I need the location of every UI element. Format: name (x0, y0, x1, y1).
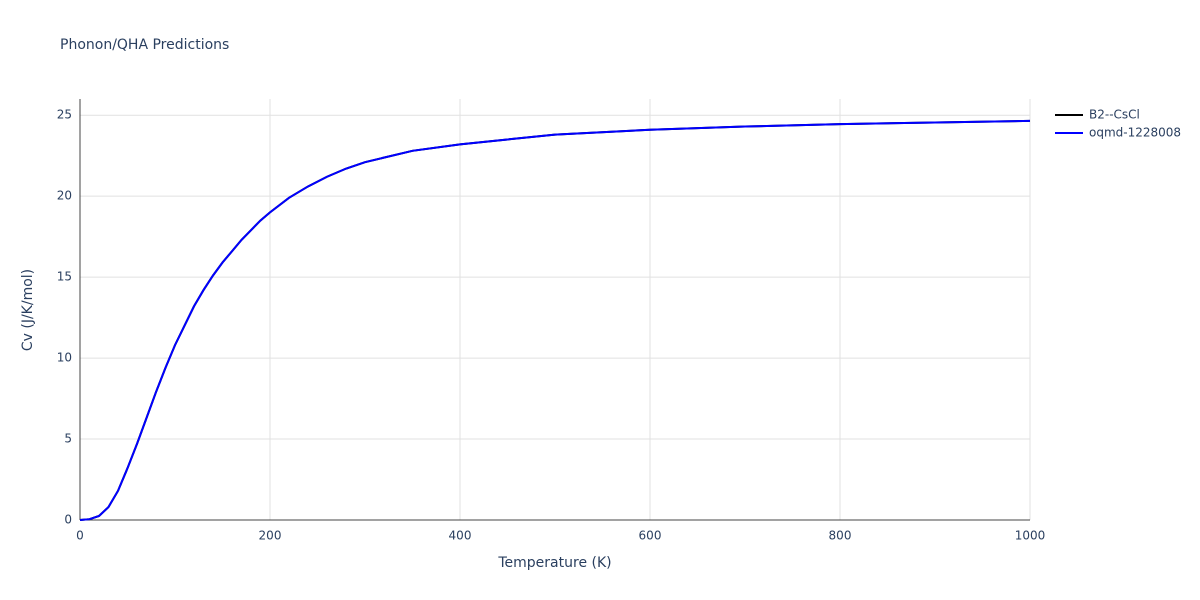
y-tick-label: 25 (57, 108, 72, 122)
x-tick-label: 800 (829, 529, 852, 543)
x-tick-label: 1000 (1015, 529, 1046, 543)
y-tick-label: 15 (57, 270, 72, 284)
y-tick-label: 0 (64, 513, 72, 527)
chart-title: Phonon/QHA Predictions (60, 37, 229, 53)
series-line (79, 119, 1031, 521)
y-axis-label: Cv (J/K/mol) (20, 269, 36, 351)
series-line (79, 119, 1031, 521)
legend-label: oqmd-1228008 (1089, 126, 1181, 140)
x-tick-label: 400 (449, 529, 472, 543)
x-tick-label: 0 (76, 529, 84, 543)
y-tick-label: 5 (64, 432, 72, 446)
x-axis-label: Temperature (K) (497, 555, 611, 571)
y-tick-label: 20 (57, 189, 72, 203)
x-tick-label: 600 (639, 529, 662, 543)
x-tick-label: 200 (259, 529, 282, 543)
y-tick-label: 10 (57, 351, 72, 365)
legend-label: B2--CsCl (1089, 108, 1140, 122)
